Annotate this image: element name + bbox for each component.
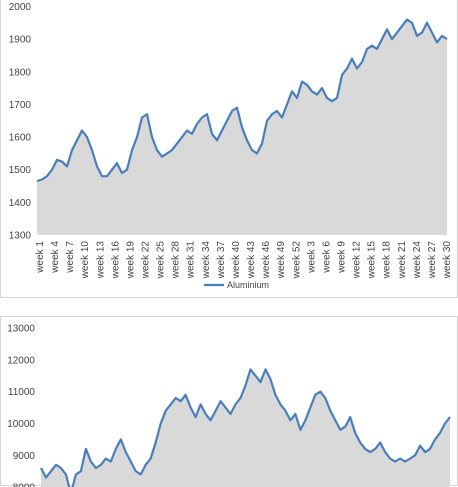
x-tick-label: week 52 — [291, 241, 302, 280]
x-tick-label: week 37 — [216, 241, 227, 280]
series-line — [36, 18, 448, 183]
y-tick-label: 1600 — [9, 133, 32, 144]
y-tick-label: 1300 — [9, 231, 32, 242]
x-tick-label: week 40 — [231, 241, 242, 280]
y-tick-label: 1500 — [9, 165, 32, 176]
x-tick-label: week 43 — [246, 241, 257, 280]
y-tick-label: 11000 — [8, 387, 36, 398]
y-tick-label: 9000 — [13, 451, 36, 462]
x-tick-label: week 6 — [321, 241, 332, 274]
x-tick-label: week 18 — [382, 241, 393, 280]
x-tick-label: week 1 — [35, 241, 46, 274]
x-tick-label: week 30 — [442, 241, 453, 280]
second-chart-panel: 8000 9000 10000 11000 12000 13000 — [0, 316, 458, 487]
series-line — [40, 368, 451, 487]
area-fill — [41, 369, 450, 487]
aluminium-chart: 1300 1400 1500 1600 1700 1800 1900 2000 week 1 we… — [9, 2, 453, 290]
x-tick-label: week 12 — [352, 241, 363, 280]
x-tick-label: week 10 — [80, 241, 91, 280]
x-tick-label: week 46 — [261, 241, 272, 280]
y-tick-label: 1900 — [9, 35, 32, 46]
x-tick-label: week 16 — [110, 241, 121, 280]
second-chart: 8000 9000 10000 11000 12000 13000 — [7, 324, 451, 487]
y-tick-label: 1700 — [9, 100, 32, 111]
y-tick-label: 12000 — [7, 355, 35, 366]
x-tick-label: week 24 — [412, 241, 423, 280]
x-tick-label: week 4 — [50, 241, 61, 274]
x-tick-label: week 27 — [427, 241, 438, 280]
y-tick-label: 8000 — [13, 483, 36, 487]
x-tick-label: week 19 — [125, 241, 136, 280]
x-tick-label: week 9 — [337, 241, 348, 274]
x-tick-label: week 25 — [156, 241, 167, 280]
aluminium-chart-panel: 1300 1400 1500 1600 1700 1800 1900 2000 week 1 we… — [0, 0, 458, 298]
x-tick-label: week 21 — [397, 241, 408, 280]
y-tick-label: 2000 — [9, 2, 32, 13]
y-tick-label: 13000 — [7, 324, 35, 335]
x-tick-label: week 28 — [171, 241, 182, 280]
x-tick-label: week 15 — [367, 241, 378, 280]
y-tick-label: 1800 — [9, 67, 32, 78]
y-tick-label: 1400 — [9, 198, 32, 209]
x-tick-label: week 49 — [276, 241, 287, 280]
x-tick-label: week 34 — [201, 241, 212, 280]
x-tick-label: week 22 — [141, 241, 152, 280]
y-tick-label: 10000 — [7, 419, 35, 430]
legend-label: Aluminium — [227, 280, 269, 290]
x-tick-label: week 7 — [65, 241, 76, 274]
x-tick-label: week 13 — [95, 241, 106, 280]
x-tick-label: week 3 — [306, 241, 317, 274]
x-tick-label: week 31 — [186, 241, 197, 280]
